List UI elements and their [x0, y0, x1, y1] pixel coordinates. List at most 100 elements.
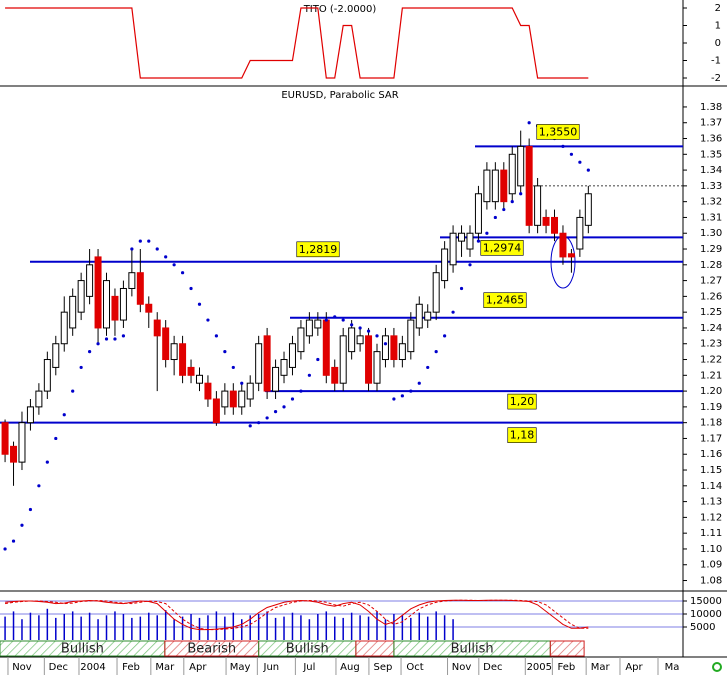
sar-dot	[11, 539, 16, 543]
y-tick-label: 5000	[690, 622, 715, 633]
candle-body	[381, 335, 389, 361]
candle-body	[280, 359, 288, 376]
candle-body	[432, 272, 440, 313]
sar-dot	[485, 231, 489, 235]
sar-dot	[493, 215, 497, 220]
sar-dot	[240, 381, 244, 385]
band-label: Bullish	[286, 642, 329, 657]
candle-body	[584, 193, 592, 226]
y-tick-label: 1.19	[700, 402, 722, 413]
sar-dot	[561, 144, 565, 149]
sar-dot	[476, 239, 481, 243]
x-tick-label: Jun	[263, 662, 280, 673]
x-tick-label: 2004	[80, 662, 105, 673]
sar-dot	[79, 365, 83, 370]
candle-body	[94, 256, 102, 329]
x-tick-label: Ma	[665, 662, 680, 673]
status-icon	[712, 662, 722, 672]
sar-dot	[383, 342, 388, 346]
sar-dot	[527, 121, 531, 125]
sar-dot	[443, 334, 447, 338]
y-tick-label: 1.34	[700, 165, 722, 176]
y-tick-label: 15000	[690, 596, 722, 607]
candle-body	[195, 374, 203, 384]
sar-dot	[468, 263, 472, 267]
candle-body	[69, 295, 77, 329]
y-tick-label: 1.20	[700, 386, 722, 397]
candle-body	[229, 390, 237, 408]
y-tick-label: 1.35	[700, 149, 722, 160]
sar-dot	[155, 247, 159, 251]
candle-body	[339, 335, 347, 384]
candle-body	[119, 287, 127, 321]
y-tick-label: 0	[715, 38, 721, 49]
x-tick-label: Feb	[122, 662, 140, 673]
y-tick-label: 1.08	[700, 576, 722, 587]
level-label-box	[507, 393, 537, 410]
y-tick-label: 1.36	[700, 134, 722, 145]
x-tick-label: Jul	[302, 662, 315, 673]
y-tick-label: 1.26	[700, 291, 722, 302]
x-tick-label: Oct	[406, 662, 423, 673]
level-label: 1,18	[510, 429, 535, 442]
candle-body	[500, 169, 508, 203]
y-tick-label: 2	[715, 3, 721, 14]
x-tick-label: 2005	[527, 662, 552, 673]
sar-dot	[459, 286, 464, 291]
sar-dot	[578, 160, 582, 164]
x-tick-label: Nov	[452, 662, 472, 673]
candle-body	[314, 319, 322, 329]
candle-body	[398, 343, 406, 361]
y-tick-label: 1.21	[700, 370, 722, 381]
candle-body	[153, 319, 161, 337]
sar-dot	[71, 389, 75, 393]
candle-body	[534, 185, 542, 226]
y-tick-label: 1.16	[700, 449, 722, 460]
x-tick-label: Apr	[189, 662, 207, 673]
sar-dot	[104, 337, 109, 341]
candle-body	[483, 169, 491, 203]
x-tick-label: Sep	[373, 662, 392, 673]
candle-body	[424, 311, 432, 321]
candle-body	[415, 303, 423, 329]
candle-body	[18, 422, 26, 463]
y-tick-label: 1.09	[700, 560, 722, 571]
sar-dot	[223, 350, 227, 354]
sar-dot	[197, 302, 202, 306]
y-tick-label: 1.33	[700, 181, 722, 192]
band-label: Bearish	[187, 642, 236, 657]
sar-dot	[502, 207, 506, 212]
candle-body	[145, 303, 153, 313]
sar-dot	[214, 334, 218, 338]
sar-dot	[257, 421, 261, 425]
y-tick-label: 1.14	[700, 481, 722, 492]
y-tick-label: 1.13	[700, 497, 722, 508]
candle-body	[331, 366, 339, 384]
y-tick-label: 1.17	[700, 433, 722, 444]
candle-body	[221, 390, 229, 408]
y-tick-label: 1.12	[700, 512, 722, 523]
candle-body	[162, 327, 170, 361]
level-label: 1,2819	[299, 243, 338, 256]
candle-body	[449, 232, 457, 266]
band-label: Bullish	[451, 642, 494, 657]
sar-dot	[324, 318, 328, 322]
osc-line	[4, 599, 589, 631]
candle-body	[128, 272, 136, 289]
level-label-box	[536, 124, 580, 140]
candle-body	[77, 280, 85, 313]
candle-body	[204, 382, 212, 400]
candle-body	[43, 359, 51, 392]
candle-body	[238, 390, 246, 408]
level-label-box	[296, 241, 340, 258]
sar-dot	[519, 192, 523, 196]
x-tick-label: Dec	[49, 662, 68, 673]
candle-body	[525, 145, 533, 226]
x-tick-label: Mar	[591, 662, 611, 673]
candle-body	[10, 445, 18, 463]
sar-dot	[164, 255, 168, 259]
y-tick-label: 1.37	[700, 118, 722, 129]
sar-dot	[265, 416, 269, 420]
sar-dot	[409, 389, 413, 393]
